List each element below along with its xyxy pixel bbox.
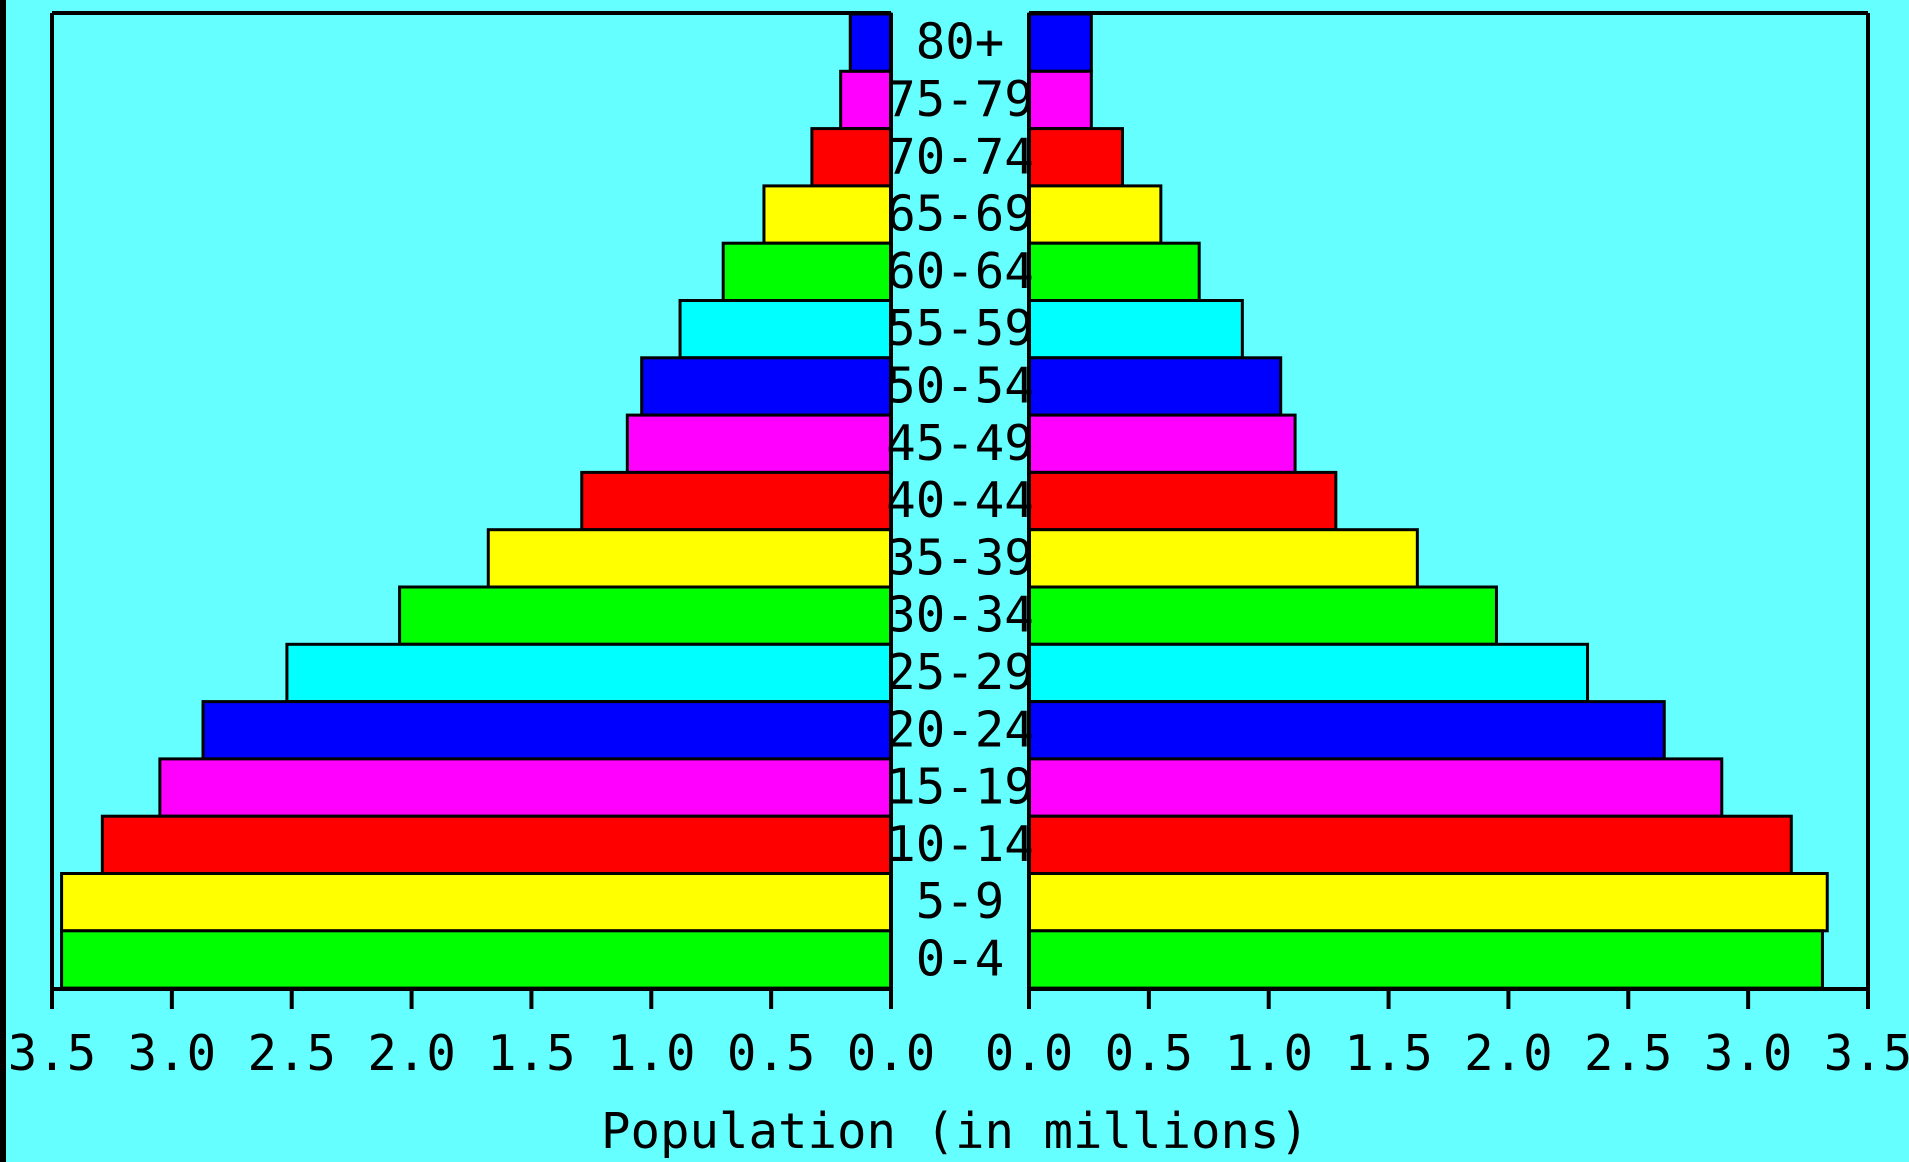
age-label-30-34: 30-34 [886, 587, 1034, 644]
bar-left-45-49 [625, 413, 893, 474]
age-label-5-9: 5-9 [916, 873, 1005, 930]
right-tick-label: 0.0 [985, 1025, 1074, 1082]
bar-right-25-29 [1027, 642, 1590, 704]
age-label-65-69: 65-69 [886, 186, 1034, 243]
bar-left-60-64 [721, 241, 893, 302]
bar-right-20-24 [1027, 700, 1666, 761]
left-tick-label: 3.5 [8, 1025, 97, 1082]
bar-right-5-9 [1027, 872, 1829, 933]
bar-left-5-9 [60, 872, 893, 933]
age-label-20-24: 20-24 [886, 701, 1034, 758]
age-label-50-54: 50-54 [886, 357, 1034, 414]
right-tick-label: 2.0 [1464, 1025, 1553, 1082]
bar-right-35-39 [1027, 528, 1419, 589]
bar-left-15-19 [158, 757, 893, 818]
bar-left-75-79 [839, 69, 893, 131]
bar-right-15-19 [1027, 757, 1724, 818]
bar-left-30-34 [398, 585, 893, 646]
age-label-60-64: 60-64 [886, 243, 1034, 300]
bar-left-25-29 [285, 642, 893, 704]
x-axis-title: Population (in millions) [601, 1103, 1309, 1160]
left-tick-label: 0.5 [727, 1025, 816, 1082]
bar-right-50-54 [1027, 356, 1283, 417]
right-tick-label: 1.0 [1224, 1025, 1313, 1082]
bar-left-35-39 [486, 528, 893, 589]
bar-left-70-74 [810, 127, 893, 188]
bar-left-80+ [848, 12, 893, 73]
left-tick-label: 1.5 [487, 1025, 576, 1082]
bar-left-55-59 [678, 299, 893, 360]
right-tick-label: 0.5 [1105, 1025, 1194, 1082]
bar-right-55-59 [1027, 299, 1244, 360]
bar-right-75-79 [1027, 69, 1093, 131]
bar-right-0-4 [1027, 929, 1824, 990]
bar-left-10-14 [100, 814, 893, 876]
right-tick-label: 3.5 [1824, 1025, 1909, 1082]
bar-right-30-34 [1027, 585, 1498, 646]
left-tick-label: 2.5 [247, 1025, 336, 1082]
bar-right-10-14 [1027, 814, 1793, 876]
bar-right-80+ [1027, 12, 1093, 73]
age-label-45-49: 45-49 [886, 415, 1034, 472]
bar-left-65-69 [762, 184, 893, 245]
bar-right-70-74 [1027, 127, 1124, 188]
age-label-75-79: 75-79 [886, 71, 1034, 128]
bars-group [60, 12, 1829, 990]
age-label-40-44: 40-44 [886, 472, 1034, 529]
age-label-80+: 80+ [916, 14, 1005, 71]
bar-right-65-69 [1027, 184, 1163, 245]
bar-left-20-24 [201, 700, 893, 761]
age-label-0-4: 0-4 [916, 930, 1005, 987]
right-tick-label: 2.5 [1584, 1025, 1673, 1082]
bar-left-0-4 [60, 929, 893, 990]
bar-left-50-54 [640, 356, 893, 417]
left-tick-label: 1.0 [607, 1025, 696, 1082]
bar-right-40-44 [1027, 470, 1338, 532]
age-label-35-39: 35-39 [886, 529, 1034, 586]
bar-right-60-64 [1027, 241, 1201, 302]
age-label-55-59: 55-59 [886, 300, 1034, 357]
left-tick-label: 0.0 [847, 1025, 936, 1082]
bar-right-45-49 [1027, 413, 1297, 474]
age-label-10-14: 10-14 [886, 816, 1034, 873]
age-labels-group: 80+75-7970-7465-6960-6455-5950-5445-4940… [886, 14, 1034, 988]
right-tick-label: 1.5 [1344, 1025, 1433, 1082]
left-tick-label: 2.0 [367, 1025, 456, 1082]
left-tick-label: 3.0 [128, 1025, 217, 1082]
right-tick-label: 3.0 [1704, 1025, 1793, 1082]
bar-left-40-44 [580, 470, 893, 532]
age-label-15-19: 15-19 [886, 759, 1034, 816]
age-label-70-74: 70-74 [886, 128, 1034, 185]
age-label-25-29: 25-29 [886, 644, 1034, 701]
